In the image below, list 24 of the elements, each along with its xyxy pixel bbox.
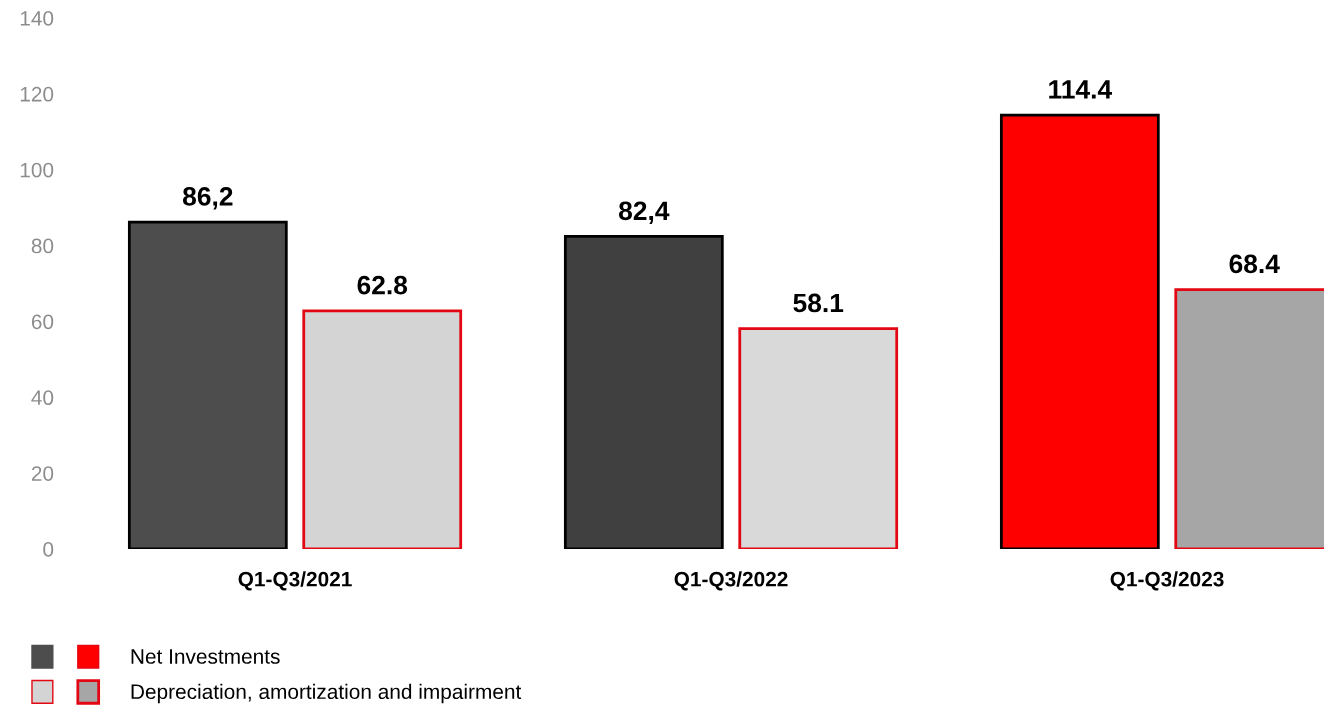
y-tick-label: 20 [31, 466, 54, 481]
data-label: 114.4 [1049, 80, 1112, 99]
y-tick-label: 140 [20, 11, 54, 26]
bar [563, 235, 724, 549]
y-tick-label: 120 [20, 86, 54, 102]
data-label: 82,4 [618, 201, 670, 224]
y-tick-label: 80 [31, 238, 54, 254]
bar [999, 113, 1160, 549]
x-tick-label: Q1-Q3/2023 [1110, 571, 1224, 591]
data-label: 68.4 [1229, 254, 1280, 274]
y-tick-label: 40 [31, 390, 54, 406]
x-tick-label: Q1-Q3/2022 [674, 571, 788, 591]
y-tick-label: 100 [20, 162, 54, 178]
bar [738, 327, 899, 549]
bar [127, 220, 288, 549]
legend-label: Depreciation, amortization and impairment [131, 683, 522, 704]
y-tick-label: 0 [43, 542, 54, 557]
legend-label: Net Investments [131, 649, 280, 664]
y-tick-label: 60 [31, 314, 54, 330]
data-label: 86,2 [182, 187, 233, 210]
data-label: 62.8 [357, 275, 408, 295]
bar [302, 309, 463, 549]
x-tick-label: Q1-Q3/2021 [238, 571, 352, 591]
data-label: 58.1 [793, 293, 844, 313]
